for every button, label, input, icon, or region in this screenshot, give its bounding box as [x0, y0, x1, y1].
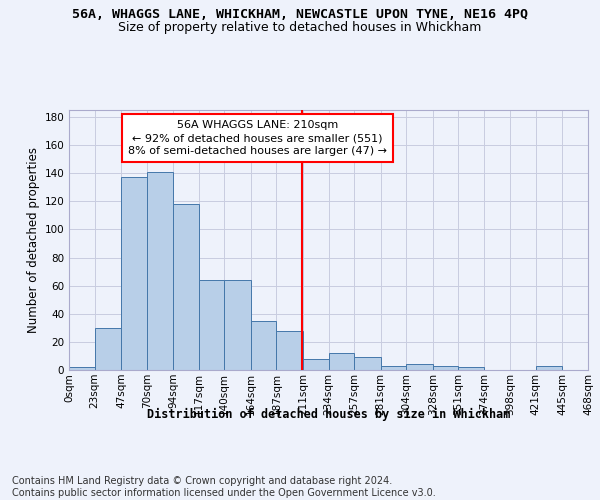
- Bar: [433, 366, 458, 370]
- Text: Distribution of detached houses by size in Whickham: Distribution of detached houses by size …: [147, 408, 511, 420]
- Bar: [251, 321, 277, 370]
- Y-axis label: Number of detached properties: Number of detached properties: [27, 147, 40, 333]
- Bar: [329, 353, 354, 370]
- Text: 56A, WHAGGS LANE, WHICKHAM, NEWCASTLE UPON TYNE, NE16 4PQ: 56A, WHAGGS LANE, WHICKHAM, NEWCASTLE UP…: [72, 8, 528, 20]
- Text: Contains HM Land Registry data © Crown copyright and database right 2024.
Contai: Contains HM Land Registry data © Crown c…: [12, 476, 436, 498]
- Bar: [173, 204, 199, 370]
- Bar: [277, 330, 303, 370]
- Bar: [121, 178, 146, 370]
- Bar: [458, 367, 484, 370]
- Bar: [69, 367, 95, 370]
- Bar: [146, 172, 173, 370]
- Bar: [224, 280, 251, 370]
- Text: 56A WHAGGS LANE: 210sqm
← 92% of detached houses are smaller (551)
8% of semi-de: 56A WHAGGS LANE: 210sqm ← 92% of detache…: [128, 120, 387, 156]
- Bar: [95, 328, 121, 370]
- Bar: [406, 364, 433, 370]
- Text: Size of property relative to detached houses in Whickham: Size of property relative to detached ho…: [118, 21, 482, 34]
- Bar: [354, 358, 380, 370]
- Bar: [303, 359, 329, 370]
- Bar: [380, 366, 406, 370]
- Bar: [199, 280, 224, 370]
- Bar: [536, 366, 562, 370]
